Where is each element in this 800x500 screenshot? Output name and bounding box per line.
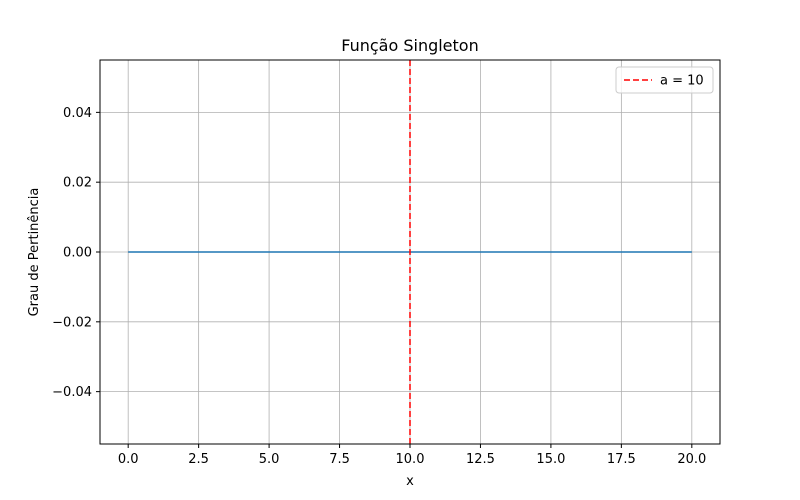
x-tick-label: 2.5: [188, 452, 209, 467]
legend: a = 10: [615, 66, 714, 94]
x-tick-label: 7.5: [329, 452, 350, 467]
y-tick-label: −0.04: [52, 385, 92, 400]
axis-ticks: 0.0 2.5 5.0 7.5 10.0 12.5 15.0 17.5 20.0 −0.04 −0.…: [52, 106, 706, 467]
x-tick-label: 12.5: [466, 452, 495, 467]
y-tick-label: 0.00: [63, 246, 92, 261]
x-tick-label: 20.0: [677, 452, 706, 467]
x-tick-label: 17.5: [607, 452, 636, 467]
y-tick-label: −0.02: [52, 315, 92, 330]
x-tick-label: 15.0: [536, 452, 565, 467]
plot-data: [128, 60, 692, 444]
legend-label-vline: a = 10: [660, 74, 704, 89]
y-axis-label: Grau de Pertinência: [27, 188, 42, 317]
x-tick-label: 0.0: [118, 452, 139, 467]
legend-box: [615, 66, 714, 94]
x-axis-label: x: [406, 474, 414, 489]
x-tick-label: 10.0: [396, 452, 425, 467]
y-tick-label: 0.02: [63, 176, 92, 191]
x-tick-label: 5.0: [259, 452, 280, 467]
y-tick-label: 0.04: [63, 106, 92, 121]
chart-title: Função Singleton: [341, 36, 478, 55]
